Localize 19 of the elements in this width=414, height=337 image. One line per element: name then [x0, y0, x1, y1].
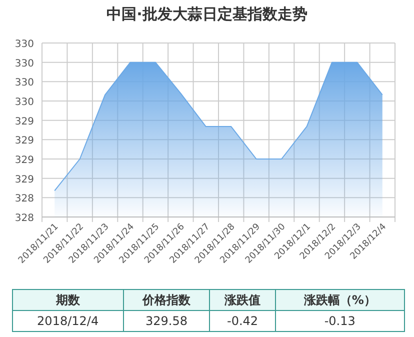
- y-tick-label: 329: [14, 136, 34, 147]
- text: 涨跌幅（%）: [275, 290, 404, 310]
- text: -0.13: [275, 310, 404, 332]
- y-tick-label: 330: [14, 58, 34, 70]
- y-tick-label: 330: [14, 78, 34, 89]
- y-tick-label: 328: [14, 194, 34, 205]
- y-tick-label: 329: [14, 174, 34, 186]
- text: 329.58: [123, 310, 210, 332]
- text: 价格指数: [123, 290, 210, 310]
- y-tick-label: 330: [14, 97, 34, 108]
- text: -0.42: [210, 310, 276, 332]
- text: 期数: [12, 290, 124, 310]
- y-tick-label: 329: [14, 116, 34, 128]
- text: 2018/12/4: [12, 310, 124, 332]
- y-tick-label: 330: [14, 39, 34, 50]
- text: 涨跌值: [210, 290, 276, 310]
- y-tick-label: 328: [14, 213, 34, 224]
- chart-title: 中国·批发大蒜日定基指数走势: [106, 5, 308, 23]
- y-tick-label: 329: [14, 155, 34, 166]
